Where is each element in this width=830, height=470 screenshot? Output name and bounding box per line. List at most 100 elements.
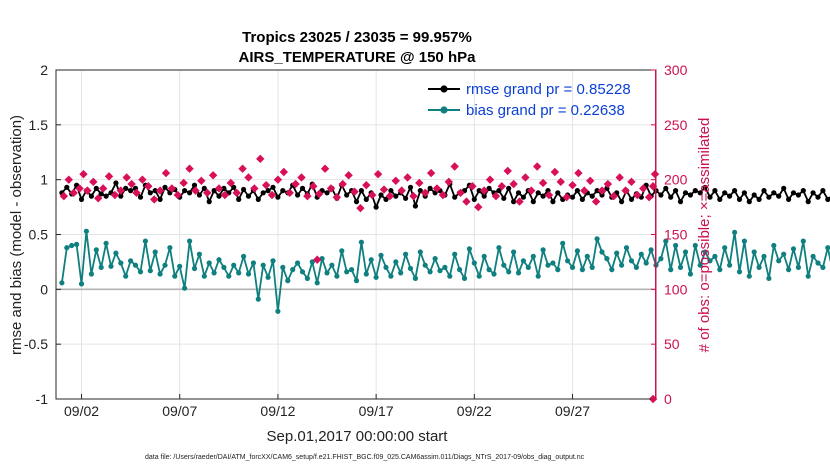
left-tick-label: 1 bbox=[40, 172, 48, 188]
bias-point bbox=[221, 264, 227, 270]
obs-point bbox=[191, 186, 200, 195]
rmse-point bbox=[388, 188, 394, 194]
obs-point bbox=[550, 167, 560, 177]
obs-point bbox=[116, 186, 126, 195]
rmse-point bbox=[825, 196, 830, 202]
bias-point bbox=[697, 262, 703, 268]
bias-point bbox=[687, 271, 694, 277]
bias-point bbox=[736, 269, 743, 275]
rmse-point bbox=[393, 193, 399, 199]
obs-point bbox=[503, 166, 512, 176]
obs-point bbox=[580, 186, 589, 195]
bias-point bbox=[447, 273, 453, 279]
bias-point bbox=[196, 251, 202, 257]
obs-point bbox=[462, 197, 471, 206]
bias-point bbox=[177, 263, 183, 269]
obs-point bbox=[479, 186, 489, 195]
rmse-point bbox=[668, 194, 674, 200]
rmse-point bbox=[221, 185, 227, 191]
bias-point bbox=[118, 260, 124, 266]
left-tick-label: 0.5 bbox=[29, 227, 49, 243]
bias-point bbox=[815, 260, 821, 266]
rmse-point bbox=[78, 196, 85, 202]
x-axis-label: Sep.01,2017 00:00:00 start bbox=[267, 428, 449, 445]
rmse-point bbox=[628, 196, 635, 202]
bias-point bbox=[98, 264, 104, 270]
rmse-point bbox=[196, 192, 202, 198]
rmse-point bbox=[771, 190, 777, 196]
obs-point bbox=[232, 188, 241, 198]
obs-point bbox=[256, 154, 265, 164]
bias-point bbox=[594, 236, 600, 242]
bias-point bbox=[550, 260, 556, 266]
rmse-point bbox=[471, 196, 477, 202]
obs-point bbox=[83, 186, 92, 195]
bias-point bbox=[820, 264, 826, 270]
bias-point bbox=[407, 265, 414, 272]
rmse-point bbox=[795, 192, 802, 198]
bias-point bbox=[560, 240, 566, 246]
left-tick-label: -0.5 bbox=[24, 336, 48, 352]
chart-subtitle: AIRS_TEMPERATURE @ 150 hPa bbox=[239, 49, 477, 66]
bias-point bbox=[201, 273, 207, 279]
legend-rmse-marker bbox=[440, 85, 448, 93]
bias-point bbox=[677, 264, 684, 270]
bias-point bbox=[520, 258, 527, 264]
rmse-point bbox=[574, 188, 581, 194]
rmse-point bbox=[579, 196, 586, 202]
bias-point bbox=[648, 247, 654, 253]
bias-point bbox=[378, 252, 384, 258]
obs-point bbox=[89, 177, 98, 187]
bias-point bbox=[515, 270, 522, 276]
rmse-point bbox=[407, 184, 414, 190]
rmse-point bbox=[93, 185, 99, 191]
rmse-point bbox=[727, 193, 733, 199]
bias-point bbox=[717, 267, 723, 273]
bias-point bbox=[64, 245, 70, 251]
bias-point bbox=[574, 248, 581, 254]
rmse-point bbox=[412, 203, 418, 209]
bias-point bbox=[74, 241, 80, 247]
bias-point bbox=[461, 275, 468, 281]
obs-point bbox=[185, 164, 194, 173]
rmse-point bbox=[761, 188, 767, 194]
obs-point bbox=[450, 162, 459, 171]
obs-point bbox=[214, 184, 224, 193]
rmse-point bbox=[137, 194, 144, 200]
rmse-point bbox=[88, 193, 94, 199]
rmse-point bbox=[810, 190, 816, 196]
bias-point bbox=[113, 250, 119, 256]
rmse-point bbox=[707, 194, 713, 200]
obs-point bbox=[244, 173, 253, 182]
obs-point bbox=[362, 180, 371, 190]
rmse-point bbox=[663, 185, 669, 191]
rmse-point bbox=[599, 192, 605, 198]
rmse-point bbox=[417, 188, 423, 194]
obs-point bbox=[75, 184, 84, 193]
bias-point bbox=[255, 296, 261, 302]
right-ticks: 300 250 200 150 100 50 0 bbox=[651, 62, 688, 407]
right-tick-label: 100 bbox=[664, 281, 688, 297]
obs-point bbox=[491, 191, 501, 201]
right-tick-label: 150 bbox=[664, 227, 688, 243]
bias-point bbox=[329, 262, 335, 268]
obs-point bbox=[474, 202, 483, 212]
bias-point bbox=[422, 262, 428, 268]
rmse-point bbox=[403, 195, 409, 201]
bias-point bbox=[123, 273, 129, 279]
obs-point bbox=[167, 184, 177, 193]
bias-point bbox=[614, 250, 620, 256]
bias-point bbox=[628, 258, 635, 264]
bias-point bbox=[668, 267, 674, 273]
bias-point bbox=[358, 239, 364, 245]
rmse-point bbox=[692, 188, 698, 194]
bias-point bbox=[623, 245, 630, 251]
bias-point bbox=[569, 264, 576, 270]
obs-point bbox=[122, 173, 131, 182]
bias-point bbox=[555, 267, 561, 273]
bias-point bbox=[643, 260, 649, 266]
x-ticks: 09/02 09/07 09/12 09/17 09/22 09/27 bbox=[64, 394, 590, 419]
bias-point bbox=[78, 281, 85, 287]
rmse-point bbox=[270, 184, 276, 190]
obs-point bbox=[609, 191, 618, 201]
